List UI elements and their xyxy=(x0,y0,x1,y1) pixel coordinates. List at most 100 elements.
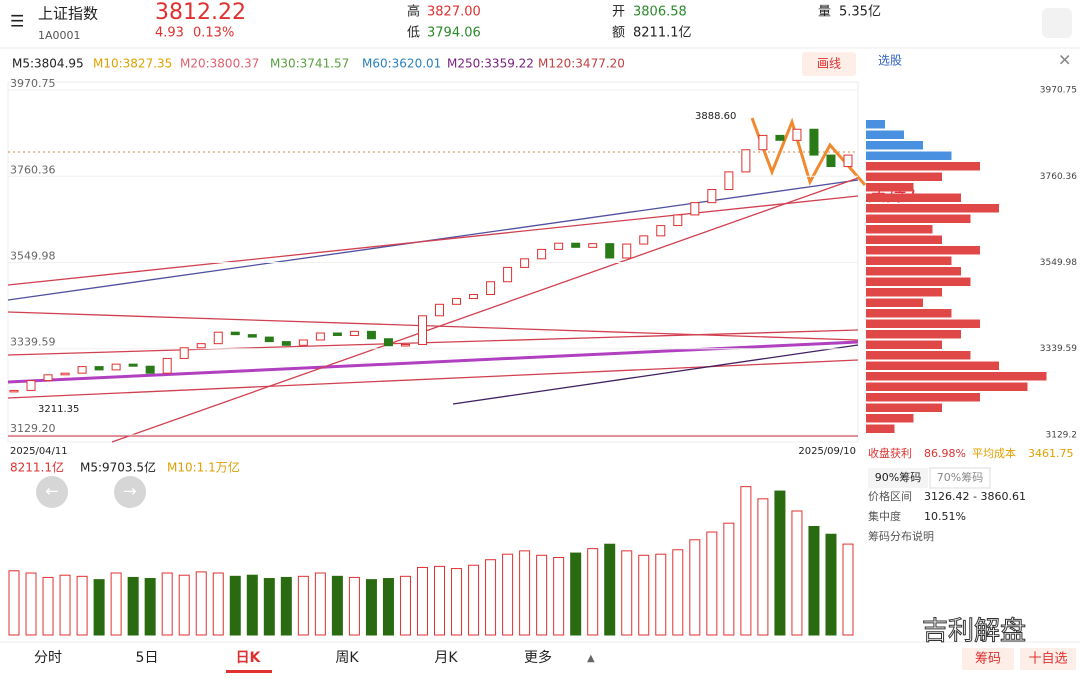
end-date: 2025/09/10 xyxy=(798,446,856,457)
candle xyxy=(741,149,751,173)
candle xyxy=(94,366,104,371)
candle xyxy=(452,298,462,305)
chip-bar xyxy=(866,277,971,286)
candle xyxy=(707,189,717,204)
tab[interactable]: 日K xyxy=(236,650,262,666)
amount: 8211.1亿 xyxy=(633,26,692,41)
chip-bar xyxy=(866,361,999,370)
help[interactable]: 筹码分布说明 xyxy=(868,529,934,543)
candle xyxy=(826,154,836,168)
volume-bar xyxy=(723,522,735,636)
label: 量 xyxy=(818,5,831,20)
draw-button-label[interactable]: 画线 xyxy=(817,57,841,71)
profit: 86.98% xyxy=(924,447,966,460)
chip-bar xyxy=(866,298,923,307)
candle xyxy=(758,134,768,151)
volume-bar xyxy=(93,579,105,636)
y-tick-label: 3970.75 xyxy=(10,77,56,90)
close-button[interactable]: ✕ xyxy=(1058,51,1071,70)
more-arrow[interactable]: ▲ xyxy=(587,653,595,664)
high: 3827.00 xyxy=(427,5,481,20)
volume-bar xyxy=(8,570,20,636)
chip-bar xyxy=(866,309,952,318)
tab90[interactable] xyxy=(868,468,928,488)
prev-arrow[interactable]: ← xyxy=(45,482,58,501)
volume-bar xyxy=(706,531,718,636)
volume-bar xyxy=(808,526,820,636)
candle xyxy=(383,338,393,347)
label: 开 xyxy=(612,5,625,20)
tab[interactable]: 分时 xyxy=(34,650,62,666)
range-label: 价格区间 xyxy=(868,489,912,503)
watch-button[interactable] xyxy=(1020,648,1076,670)
chip-bar xyxy=(866,193,961,202)
volume-bar xyxy=(110,572,122,636)
volume-bar xyxy=(59,574,71,636)
volume-bar xyxy=(161,572,173,636)
tab90-label[interactable]: 90%筹码 xyxy=(875,470,921,484)
tab[interactable]: 更多 xyxy=(524,649,552,666)
volume-bar xyxy=(144,578,156,636)
candle xyxy=(281,341,291,346)
volume-bar xyxy=(774,490,786,636)
tab[interactable]: 月K xyxy=(434,650,458,666)
next-arrow[interactable]: → xyxy=(123,482,136,501)
chip-button[interactable] xyxy=(962,648,1014,670)
candle xyxy=(315,332,325,341)
cost: 3461.75 xyxy=(1028,447,1074,460)
candle xyxy=(537,248,547,260)
y-tick-label: 3129.20 xyxy=(10,422,56,435)
menu-icon[interactable]: ☰ xyxy=(10,12,24,31)
tab70-label[interactable]: 70%筹码 xyxy=(937,470,983,484)
watch-button-label[interactable]: 十自选 xyxy=(1028,652,1067,667)
change: 4.93 xyxy=(155,26,184,41)
candle xyxy=(264,336,274,343)
candle xyxy=(690,202,700,216)
chip-bar xyxy=(866,120,885,129)
volume-label: 8211.1亿 xyxy=(10,460,64,475)
volume-bar xyxy=(842,543,854,636)
candle xyxy=(128,363,138,367)
chip-bar xyxy=(866,403,942,412)
right-tick-label: 3129.2 xyxy=(1046,431,1078,441)
volume-bar xyxy=(297,575,309,636)
chip-bar xyxy=(866,151,952,160)
chip-bar xyxy=(866,319,980,328)
chip-bar xyxy=(866,372,1047,381)
ma-label: M20:3800.37 xyxy=(180,57,259,71)
candle xyxy=(571,242,581,248)
volume-label: M5:9703.5亿 xyxy=(80,460,156,475)
tab[interactable]: 5日 xyxy=(136,650,159,666)
ma-label: M250:3359.22 xyxy=(447,57,534,71)
prev-button[interactable] xyxy=(36,476,68,508)
stock-code: 1A0001 xyxy=(38,29,81,42)
candle xyxy=(26,380,36,391)
ma-label: M30:3741.57 xyxy=(270,57,349,71)
volume-bar xyxy=(399,575,411,636)
tab70[interactable] xyxy=(929,467,991,489)
volume-bar xyxy=(195,571,207,636)
volume-bar xyxy=(570,552,582,636)
device-button[interactable] xyxy=(1042,8,1072,38)
candle xyxy=(60,372,70,376)
cost-label: 平均成本 xyxy=(972,446,1016,460)
tabs: 分时 5日 日K 周K 月K 更多 xyxy=(34,649,552,666)
volume-bar xyxy=(825,533,837,636)
stock-name: 上证指数 xyxy=(38,5,98,23)
chip-button-label[interactable]: 筹码 xyxy=(975,651,1001,667)
chip-bar xyxy=(866,235,942,244)
draw-button[interactable] xyxy=(802,52,856,76)
candle xyxy=(366,330,376,340)
candle xyxy=(724,171,734,191)
next-button[interactable] xyxy=(114,476,146,508)
ma-label: M60:3620.01 xyxy=(362,57,441,71)
volume-bar xyxy=(280,576,292,636)
chip-bar xyxy=(866,340,942,349)
chip-bar xyxy=(866,172,942,181)
candle xyxy=(213,331,223,345)
tab[interactable]: 周K xyxy=(335,650,359,666)
candle xyxy=(400,343,410,347)
pick-button[interactable]: 选股 xyxy=(878,54,902,68)
volume-bar xyxy=(314,572,326,636)
